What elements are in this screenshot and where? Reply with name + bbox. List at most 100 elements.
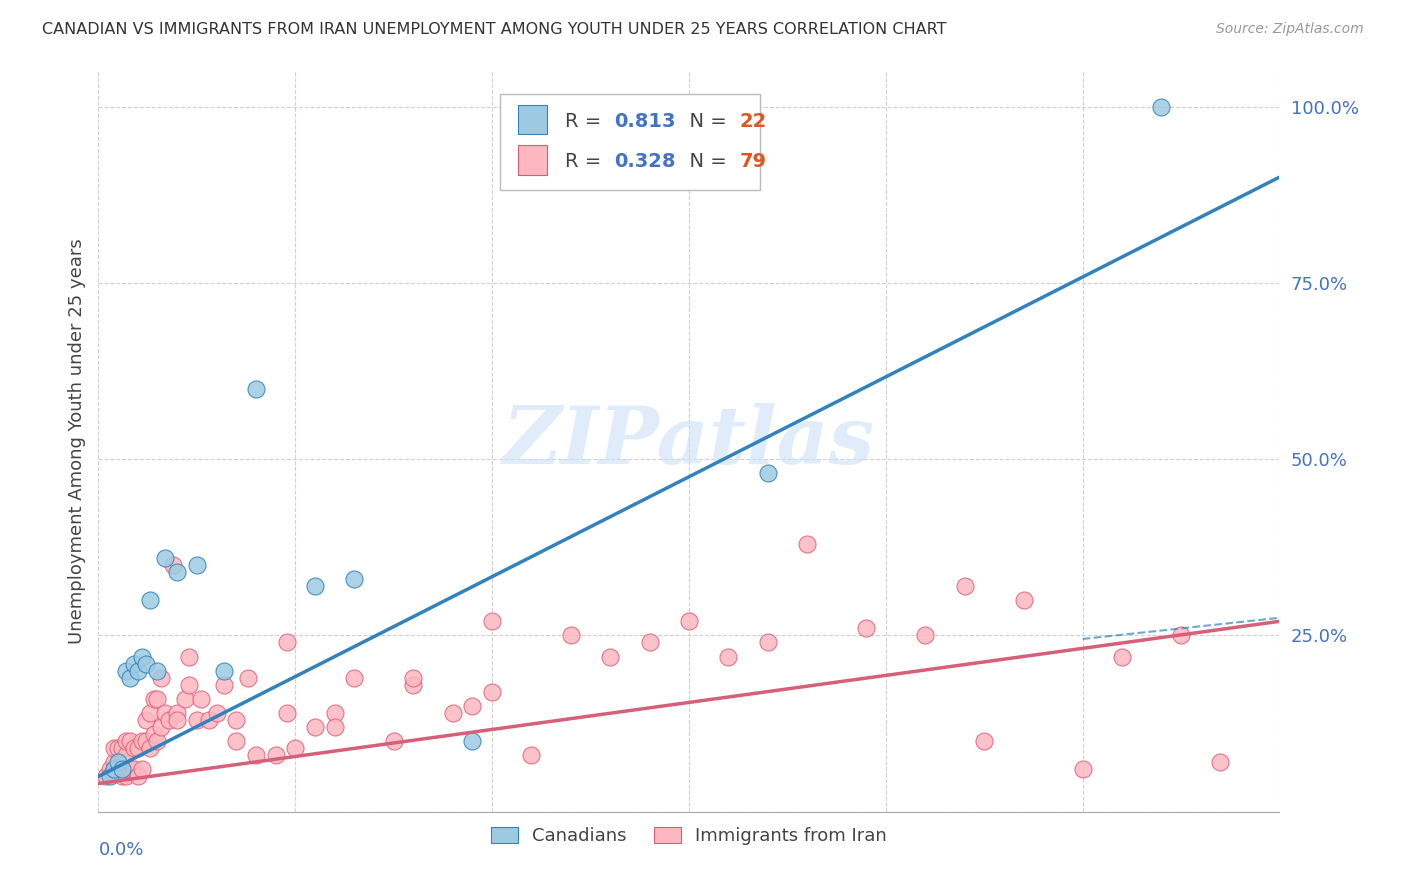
Point (155, 550, 177, 565)
Point (1150, 100, 1173, 114)
Point (166, 713, 188, 727)
Point (177, 649, 200, 664)
Point (323, 720, 346, 734)
Point (1170, 628, 1192, 642)
Text: 0.0%: 0.0% (98, 841, 143, 859)
Point (304, 720, 326, 734)
Point (162, 558, 184, 572)
Point (98, 769, 121, 783)
Point (225, 734, 247, 748)
Point (150, 671, 173, 685)
Point (855, 621, 877, 635)
Point (146, 692, 169, 706)
Point (276, 706, 298, 720)
Point (796, 537, 818, 551)
Text: R =: R = (565, 153, 607, 171)
Point (115, 734, 138, 748)
Point (122, 741, 145, 756)
Point (441, 706, 464, 720)
Point (304, 579, 326, 593)
Point (96, 769, 118, 783)
Point (717, 649, 740, 664)
Point (155, 706, 177, 720)
Point (118, 763, 141, 777)
Text: Source: ZipAtlas.com: Source: ZipAtlas.com (1216, 22, 1364, 37)
FancyBboxPatch shape (517, 145, 547, 175)
Point (115, 748, 138, 763)
Point (599, 649, 621, 664)
Point (1012, 593, 1035, 607)
Point (107, 756, 129, 770)
Point (166, 706, 188, 720)
Point (343, 671, 366, 685)
Point (225, 713, 247, 727)
Point (481, 615, 503, 629)
Point (127, 741, 149, 756)
Point (190, 692, 212, 706)
Point (973, 734, 995, 748)
Point (127, 769, 149, 783)
FancyBboxPatch shape (501, 94, 759, 190)
Point (131, 763, 153, 777)
Point (138, 706, 160, 720)
Point (177, 678, 200, 692)
FancyBboxPatch shape (517, 104, 547, 135)
Point (638, 635, 661, 649)
Point (127, 664, 149, 678)
Point (135, 713, 157, 727)
Point (186, 558, 208, 572)
Point (142, 727, 165, 741)
Point (131, 734, 153, 748)
Point (236, 671, 259, 685)
Point (157, 713, 180, 727)
Point (115, 769, 138, 783)
Point (103, 741, 125, 756)
Point (245, 748, 267, 763)
Point (756, 635, 779, 649)
Point (174, 692, 197, 706)
Point (138, 593, 160, 607)
Point (914, 628, 936, 642)
Y-axis label: Unemployment Among Youth under 25 years: Unemployment Among Youth under 25 years (67, 239, 86, 644)
Point (103, 756, 125, 770)
Point (103, 763, 125, 777)
Point (111, 763, 134, 777)
Point (382, 734, 405, 748)
Point (111, 756, 134, 770)
Point (166, 565, 188, 579)
Point (402, 678, 425, 692)
Point (107, 741, 129, 756)
Point (1209, 756, 1232, 770)
Point (560, 628, 582, 642)
Point (122, 763, 145, 777)
Legend: Canadians, Immigrants from Iran: Canadians, Immigrants from Iran (482, 818, 896, 855)
Point (150, 720, 173, 734)
Point (122, 657, 145, 671)
Point (756, 467, 779, 481)
Point (461, 698, 484, 713)
Text: 0.328: 0.328 (614, 153, 676, 171)
Point (146, 664, 169, 678)
Point (678, 615, 700, 629)
Point (111, 741, 134, 756)
Point (520, 748, 543, 763)
Point (115, 664, 138, 678)
Point (98, 763, 121, 777)
Point (205, 706, 228, 720)
Point (197, 713, 219, 727)
Point (138, 741, 160, 756)
Point (264, 748, 287, 763)
Text: R =: R = (565, 112, 607, 131)
Text: ZIPatlas: ZIPatlas (503, 403, 875, 480)
Point (1071, 763, 1094, 777)
Point (343, 572, 366, 586)
Text: N =: N = (678, 153, 733, 171)
Point (323, 706, 346, 720)
Point (284, 741, 307, 756)
Text: 0.813: 0.813 (614, 112, 676, 131)
Point (186, 713, 208, 727)
Point (214, 678, 236, 692)
Text: N =: N = (678, 112, 733, 131)
Point (214, 664, 236, 678)
Point (111, 769, 134, 783)
